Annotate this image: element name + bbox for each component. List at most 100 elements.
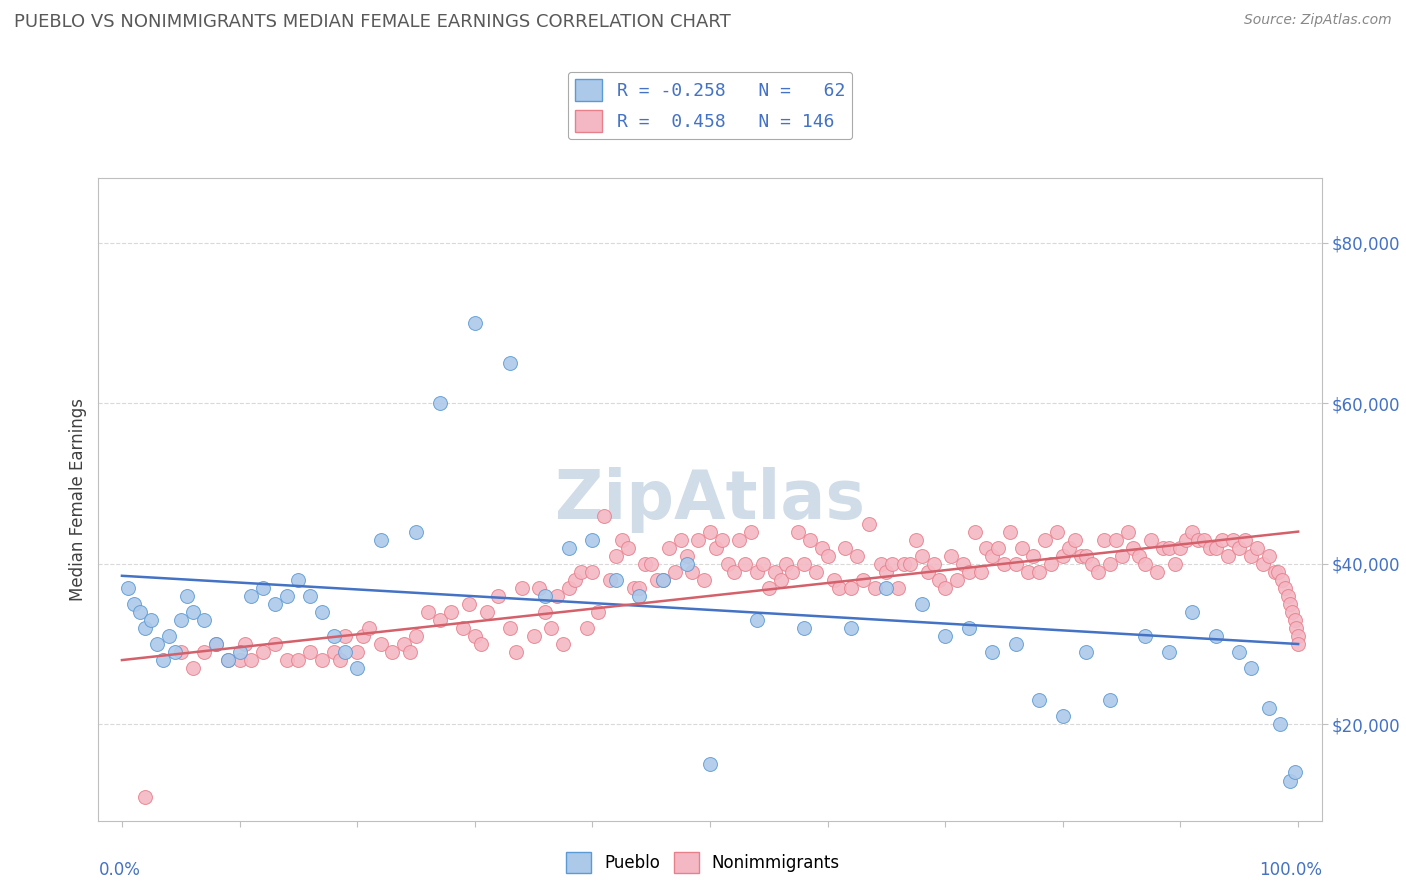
Point — [699, 757, 721, 772]
Point — [987, 541, 1010, 555]
Point — [440, 605, 463, 619]
Point — [852, 573, 875, 587]
Point — [228, 653, 250, 667]
Point — [1157, 541, 1180, 555]
Point — [839, 581, 862, 595]
Point — [1227, 541, 1250, 555]
Point — [1216, 549, 1239, 563]
Point — [1087, 565, 1109, 579]
Point — [1128, 549, 1150, 563]
Point — [569, 565, 592, 579]
Point — [263, 597, 285, 611]
Point — [1146, 565, 1168, 579]
Point — [817, 549, 839, 563]
Point — [858, 516, 880, 531]
Point — [628, 581, 651, 595]
Point — [134, 789, 156, 804]
Point — [658, 541, 681, 555]
Point — [458, 597, 481, 611]
Point — [416, 605, 439, 619]
Point — [117, 581, 139, 595]
Point — [551, 637, 574, 651]
Point — [1199, 541, 1222, 555]
Point — [228, 645, 250, 659]
Point — [752, 557, 775, 571]
Point — [322, 629, 344, 643]
Point — [1181, 605, 1204, 619]
Point — [728, 533, 751, 547]
Point — [1270, 717, 1292, 731]
Point — [1122, 541, 1144, 555]
Point — [1284, 613, 1306, 627]
Point — [1033, 533, 1056, 547]
Point — [335, 645, 357, 659]
Point — [734, 557, 756, 571]
Point — [963, 524, 986, 539]
Point — [564, 573, 586, 587]
Point — [1251, 557, 1274, 571]
Point — [704, 541, 727, 555]
Point — [505, 645, 527, 659]
Point — [193, 645, 215, 659]
Point — [263, 637, 285, 651]
Point — [128, 605, 150, 619]
Text: PUEBLO VS NONIMMIGRANTS MEDIAN FEMALE EARNINGS CORRELATION CHART: PUEBLO VS NONIMMIGRANTS MEDIAN FEMALE EA… — [14, 13, 731, 31]
Point — [581, 533, 603, 547]
Point — [335, 629, 357, 643]
Point — [652, 573, 675, 587]
Point — [1070, 549, 1092, 563]
Point — [529, 581, 551, 595]
Point — [957, 621, 980, 635]
Point — [804, 565, 827, 579]
Point — [534, 589, 557, 603]
Point — [675, 557, 697, 571]
Point — [1140, 533, 1163, 547]
Point — [470, 637, 492, 651]
Point — [252, 581, 274, 595]
Point — [141, 613, 163, 627]
Point — [1240, 549, 1263, 563]
Point — [181, 661, 204, 675]
Point — [299, 645, 322, 659]
Point — [1284, 765, 1306, 780]
Point — [1157, 645, 1180, 659]
Y-axis label: Median Female Earnings: Median Female Earnings — [69, 398, 87, 601]
Point — [575, 621, 598, 635]
Point — [745, 565, 768, 579]
Point — [252, 645, 274, 659]
Point — [787, 524, 810, 539]
Point — [846, 549, 869, 563]
Point — [1175, 533, 1198, 547]
Point — [839, 621, 862, 635]
Point — [1286, 637, 1309, 651]
Point — [717, 557, 740, 571]
Point — [1267, 565, 1289, 579]
Point — [745, 613, 768, 627]
Point — [1257, 701, 1279, 715]
Point — [688, 533, 710, 547]
Point — [1004, 557, 1026, 571]
Point — [510, 581, 533, 595]
Point — [723, 565, 745, 579]
Point — [499, 621, 522, 635]
Point — [405, 524, 427, 539]
Point — [235, 637, 257, 651]
Point — [710, 533, 733, 547]
Point — [1271, 573, 1294, 587]
Point — [645, 573, 668, 587]
Point — [928, 573, 950, 587]
Point — [1111, 549, 1133, 563]
Point — [1234, 533, 1257, 547]
Point — [170, 645, 193, 659]
Point — [1057, 541, 1080, 555]
Point — [769, 573, 792, 587]
Point — [146, 637, 169, 651]
Point — [1052, 549, 1074, 563]
Point — [217, 653, 239, 667]
Point — [370, 533, 392, 547]
Point — [581, 565, 603, 579]
Point — [399, 645, 422, 659]
Point — [464, 629, 486, 643]
Point — [976, 541, 998, 555]
Point — [1211, 533, 1233, 547]
